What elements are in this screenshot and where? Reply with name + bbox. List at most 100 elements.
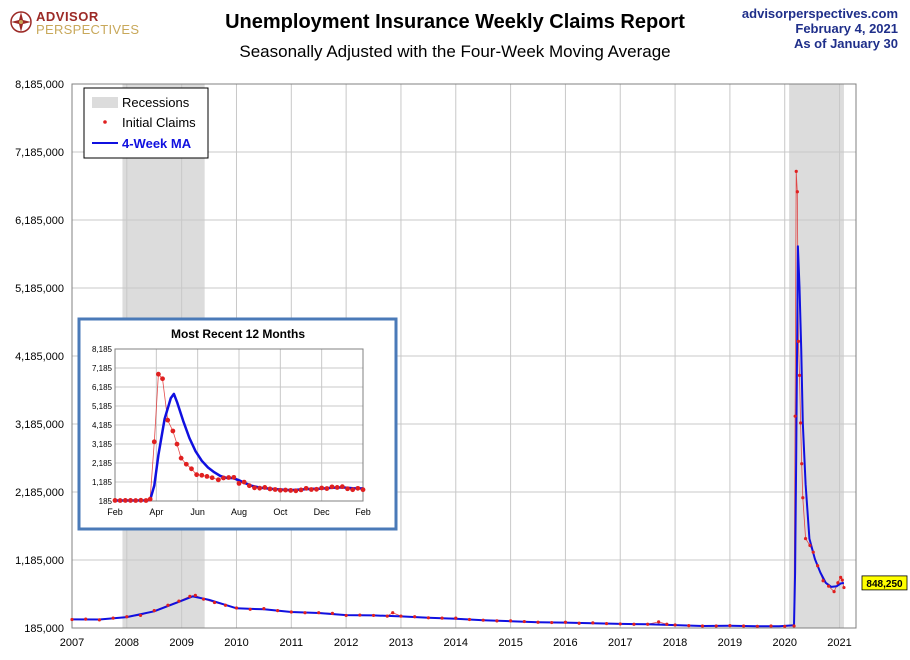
main-claims-point: [193, 593, 197, 597]
inset-claims-point: [345, 486, 350, 492]
main-claims-point: [426, 616, 430, 620]
main-x-tick-label: 2018: [663, 637, 687, 649]
main-plot-frame: [71, 83, 857, 629]
main-claims-point: [177, 599, 181, 603]
last-value-label: 848,250: [866, 579, 903, 590]
inset-claims-point: [170, 428, 176, 434]
inset-panel: 185 1,185 2,185 3,185 4,185 5,185 6,185 7,185 8,…: [92, 345, 371, 517]
main-claims-point: [212, 600, 217, 605]
main-x-tick-label: 2008: [115, 637, 139, 649]
inset-claims-point: [257, 485, 263, 491]
inset-claims-point: [252, 485, 257, 491]
main-claims-point: [97, 618, 102, 622]
legend-recession-swatch: [92, 97, 118, 108]
main-claims-point: [821, 579, 825, 583]
inset-plot-frame: [114, 348, 364, 502]
main-claims-point: [604, 621, 609, 626]
main-claims-point: [152, 609, 156, 613]
inset-x-tick-label: Feb: [355, 507, 371, 517]
main-claims-point: [832, 590, 836, 594]
legend-claims-swatch: [103, 120, 107, 124]
main-claims-point: [111, 616, 115, 620]
inset-y-tick-label: 5,185: [92, 402, 113, 411]
main-claims-point: [632, 622, 636, 626]
inset-claims-point: [183, 461, 189, 467]
main-claims-point: [454, 616, 458, 620]
main-claims-point: [793, 414, 797, 418]
main-x-tick-label: 2010: [224, 637, 248, 649]
inset-claims-point: [160, 376, 165, 382]
inset-claims-point: [138, 497, 144, 503]
main-x-tick-label: 2020: [772, 637, 796, 649]
main-claims-point: [262, 607, 266, 611]
main-claims-point: [769, 624, 773, 628]
main-claims-point: [358, 613, 362, 617]
legend: Recessions Initial Claims 4-Week MA: [83, 87, 209, 159]
inset-claims-point: [226, 475, 232, 480]
main-claims-point: [317, 611, 321, 615]
inset-claims-point: [194, 472, 200, 478]
main-claims-point: [563, 620, 568, 624]
main-claims-point: [728, 624, 732, 628]
main-claims-point: [801, 496, 805, 500]
inset-claims-point: [147, 496, 153, 502]
main-claims-point: [536, 620, 540, 624]
main-claims-point: [839, 575, 843, 579]
inset-claims-point: [221, 475, 226, 481]
main-claims-point: [303, 611, 307, 615]
inset-y-tick-label: 1,185: [92, 478, 113, 487]
last-value-badge: [861, 575, 908, 591]
inset-claims-point: [298, 487, 304, 493]
main-claims-point: [289, 610, 293, 614]
inset-claims-point: [246, 483, 252, 489]
inset-claims-point: [303, 485, 309, 491]
main-y-tick-label: 2,185,000: [15, 487, 64, 499]
inset-claims-point: [324, 486, 330, 491]
main-y-tick-label: 8,185,000: [15, 79, 64, 91]
inset-claims-point: [215, 477, 221, 483]
main-x-tick-label: 2017: [608, 637, 632, 649]
inset-x-tick-label: Jun: [190, 507, 205, 517]
main-x-tick-label: 2012: [334, 637, 358, 649]
main-claims-point: [344, 613, 348, 618]
main-claims-point: [391, 611, 395, 615]
inset-claims-point: [178, 455, 184, 461]
main-claims-point: [742, 624, 746, 628]
legend-ma-label: 4-Week MA: [122, 136, 192, 151]
main-claims-point: [792, 624, 796, 628]
main-claims-point: [138, 613, 143, 618]
inset-claims-point: [241, 479, 247, 485]
main-claims-point: [797, 373, 802, 377]
inset-claims-point: [128, 498, 133, 503]
main-claims-point: [808, 543, 812, 547]
inset-x-tick-label: Feb: [107, 507, 123, 517]
legend-claims-label: Initial Claims: [122, 115, 196, 130]
logo-text-line1: ADVISOR: [36, 9, 99, 24]
inset-claims-point: [355, 485, 361, 491]
inset-claims-point: [151, 439, 157, 445]
main-claims-point: [413, 615, 417, 619]
main-claims-point: [811, 550, 815, 554]
main-claims-point: [618, 622, 622, 626]
main-x-tick-label: 2016: [553, 637, 577, 649]
logo-text-line2: PERSPECTIVES: [36, 22, 140, 37]
main-claims-point: [467, 617, 472, 622]
main-claims-point: [234, 606, 239, 610]
inset-claims-point: [112, 498, 118, 503]
main-claims-point: [783, 624, 787, 628]
inset-y-tick-label: 4,185: [92, 421, 113, 430]
compass-logo-icon: [10, 11, 32, 33]
inset-claims-point: [308, 487, 314, 492]
main-claims-point: [201, 597, 206, 601]
main-claims-point: [166, 603, 170, 607]
main-claims-point: [687, 624, 691, 628]
main-x-tick-label: 2007: [60, 637, 84, 649]
inset-claims-point: [360, 487, 366, 493]
main-x-tick-label: 2011: [279, 637, 303, 649]
main-claims-point: [84, 617, 88, 621]
main-y-tick-label: 5,185,000: [15, 283, 64, 295]
inset-claims-point: [277, 487, 283, 493]
main-claims-point: [440, 616, 444, 620]
main-panel: 185,000 1,185,000 2,185,000 3,185,000 4,185,…: [15, 79, 908, 649]
